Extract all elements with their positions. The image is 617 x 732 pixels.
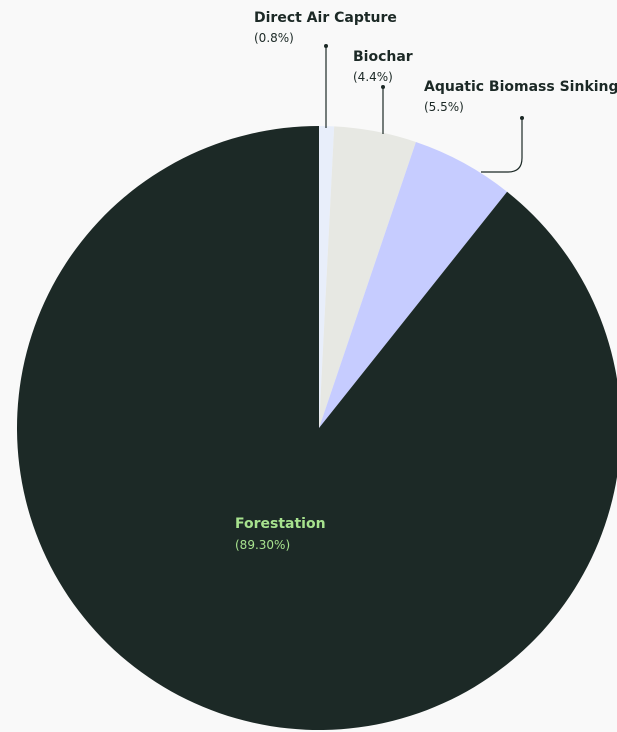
pct-direct-air-capture: (0.8%) bbox=[254, 31, 294, 45]
pie-slice-biochar bbox=[319, 126, 416, 428]
label-forestation: Forestation bbox=[235, 516, 326, 532]
pie-slices bbox=[17, 126, 617, 730]
label-biochar: Biochar bbox=[353, 49, 413, 65]
label-aquatic-biomass-sinking: Aquatic Biomass Sinking bbox=[424, 79, 617, 95]
leader-dot-biochar bbox=[381, 85, 385, 89]
pct-biochar: (4.4%) bbox=[353, 70, 393, 84]
leader-lines bbox=[324, 44, 524, 173]
pie-slice-direct-air-capture bbox=[319, 126, 335, 428]
leader-dot-direct-air-capture bbox=[324, 44, 328, 48]
pct-aquatic-biomass-sinking: (5.5%) bbox=[424, 100, 464, 114]
leader-dot-aquatic-biomass-sinking bbox=[520, 116, 524, 120]
pct-forestation: (89.30%) bbox=[235, 538, 290, 552]
leader-line-aquatic-biomass-sinking bbox=[481, 119, 523, 173]
pie-slice-forestation bbox=[17, 126, 617, 730]
label-direct-air-capture: Direct Air Capture bbox=[254, 10, 397, 26]
pie-slice-aquatic-biomass-sinking bbox=[319, 141, 508, 428]
slice-labels: Direct Air Capture (0.8%) Biochar (4.4%)… bbox=[235, 10, 617, 552]
